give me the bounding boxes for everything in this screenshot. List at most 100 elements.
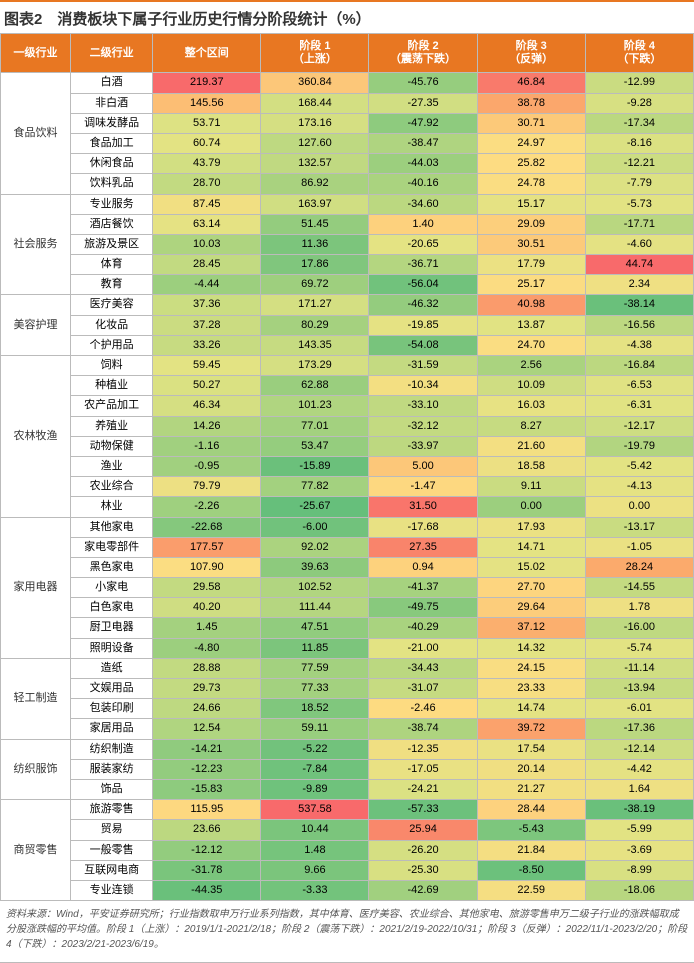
value-cell: 50.27 — [153, 376, 261, 396]
subcategory-cell: 贸易 — [71, 820, 153, 840]
value-cell: 12.54 — [153, 719, 261, 739]
value-cell: -49.75 — [369, 598, 477, 618]
value-cell: 40.20 — [153, 598, 261, 618]
value-cell: 28.88 — [153, 658, 261, 678]
subcategory-cell: 医疗美容 — [71, 295, 153, 315]
subcategory-cell: 家电零部件 — [71, 537, 153, 557]
value-cell: -5.43 — [477, 820, 585, 840]
value-cell: 21.60 — [477, 436, 585, 456]
value-cell: 23.66 — [153, 820, 261, 840]
subcategory-cell: 白色家电 — [71, 598, 153, 618]
subcategory-cell: 旅游零售 — [71, 800, 153, 820]
value-cell: -18.06 — [585, 880, 693, 900]
value-cell: -19.79 — [585, 436, 693, 456]
value-cell: 46.84 — [477, 73, 585, 93]
subcategory-cell: 照明设备 — [71, 638, 153, 658]
value-cell: 53.71 — [153, 113, 261, 133]
value-cell: -5.42 — [585, 456, 693, 476]
value-cell: 18.52 — [261, 699, 369, 719]
value-cell: -25.67 — [261, 497, 369, 517]
subcategory-cell: 非白酒 — [71, 93, 153, 113]
value-cell: 11.85 — [261, 638, 369, 658]
value-cell: -38.47 — [369, 133, 477, 153]
value-cell: 29.64 — [477, 598, 585, 618]
value-cell: 77.33 — [261, 679, 369, 699]
value-cell: 5.00 — [369, 456, 477, 476]
value-cell: -6.31 — [585, 396, 693, 416]
subcategory-cell: 体育 — [71, 255, 153, 275]
table-row: 包装印刷24.6618.52-2.4614.74-6.01 — [1, 699, 694, 719]
value-cell: -45.76 — [369, 73, 477, 93]
value-cell: 20.14 — [477, 759, 585, 779]
value-cell: -15.83 — [153, 779, 261, 799]
value-cell: -44.35 — [153, 880, 261, 900]
col-stage-3: 阶段 2（震荡下跌） — [369, 34, 477, 73]
value-cell: -15.89 — [261, 456, 369, 476]
value-cell: -17.36 — [585, 719, 693, 739]
value-cell: -12.99 — [585, 73, 693, 93]
table-row: 非白酒145.56168.44-27.3538.78-9.28 — [1, 93, 694, 113]
value-cell: 28.70 — [153, 174, 261, 194]
value-cell: 173.16 — [261, 113, 369, 133]
subcategory-cell: 一般零售 — [71, 840, 153, 860]
table-row: 饮料乳品28.7086.92-40.1624.78-7.79 — [1, 174, 694, 194]
value-cell: -7.84 — [261, 759, 369, 779]
subcategory-cell: 调味发酵品 — [71, 113, 153, 133]
value-cell: 63.14 — [153, 214, 261, 234]
value-cell: 18.58 — [477, 456, 585, 476]
subcategory-cell: 互联网电商 — [71, 860, 153, 880]
value-cell: -20.65 — [369, 234, 477, 254]
value-cell: -34.43 — [369, 658, 477, 678]
table-row: 化妆品37.2880.29-19.8513.87-16.56 — [1, 315, 694, 335]
value-cell: -16.56 — [585, 315, 693, 335]
value-cell: 92.02 — [261, 537, 369, 557]
table-row: 商贸零售旅游零售115.95537.58-57.3328.44-38.19 — [1, 800, 694, 820]
value-cell: 27.35 — [369, 537, 477, 557]
value-cell: 28.24 — [585, 557, 693, 577]
value-cell: -12.35 — [369, 739, 477, 759]
value-cell: -36.71 — [369, 255, 477, 275]
value-cell: 51.45 — [261, 214, 369, 234]
subcategory-cell: 包装印刷 — [71, 699, 153, 719]
value-cell: -8.16 — [585, 133, 693, 153]
col-stage-4: 阶段 3（反弹） — [477, 34, 585, 73]
value-cell: 17.93 — [477, 517, 585, 537]
subcategory-cell: 种植业 — [71, 376, 153, 396]
subcategory-cell: 小家电 — [71, 578, 153, 598]
value-cell: 80.29 — [261, 315, 369, 335]
table-row: 体育28.4517.86-36.7117.7944.74 — [1, 255, 694, 275]
value-cell: 87.45 — [153, 194, 261, 214]
table-row: 厨卫电器1.4547.51-40.2937.12-16.00 — [1, 618, 694, 638]
value-cell: 16.03 — [477, 396, 585, 416]
table-row: 家电零部件177.5792.0227.3514.71-1.05 — [1, 537, 694, 557]
value-cell: -42.69 — [369, 880, 477, 900]
table-row: 贸易23.6610.4425.94-5.43-5.99 — [1, 820, 694, 840]
subcategory-cell: 白酒 — [71, 73, 153, 93]
table-row: 家居用品12.5459.11-38.7439.72-17.36 — [1, 719, 694, 739]
value-cell: -27.35 — [369, 93, 477, 113]
value-cell: -12.21 — [585, 154, 693, 174]
table-row: 渔业-0.95-15.895.0018.58-5.42 — [1, 456, 694, 476]
value-cell: 25.94 — [369, 820, 477, 840]
value-cell: 39.72 — [477, 719, 585, 739]
table-row: 家用电器其他家电-22.68-6.00-17.6817.93-13.17 — [1, 517, 694, 537]
value-cell: 2.56 — [477, 356, 585, 376]
value-cell: 2.34 — [585, 275, 693, 295]
value-cell: 24.97 — [477, 133, 585, 153]
subcategory-cell: 饲料 — [71, 356, 153, 376]
value-cell: 163.97 — [261, 194, 369, 214]
col-stage-2: 阶段 1（上涨） — [261, 34, 369, 73]
value-cell: 132.57 — [261, 154, 369, 174]
value-cell: -32.12 — [369, 416, 477, 436]
value-cell: 77.82 — [261, 477, 369, 497]
value-cell: 39.63 — [261, 557, 369, 577]
value-cell: 17.54 — [477, 739, 585, 759]
col-stage-5: 阶段 4（下跌） — [585, 34, 693, 73]
value-cell: 47.51 — [261, 618, 369, 638]
subcategory-cell: 食品加工 — [71, 133, 153, 153]
value-cell: -38.74 — [369, 719, 477, 739]
value-cell: -24.21 — [369, 779, 477, 799]
subcategory-cell: 家居用品 — [71, 719, 153, 739]
table-row: 种植业50.2762.88-10.3410.09-6.53 — [1, 376, 694, 396]
value-cell: 143.35 — [261, 335, 369, 355]
